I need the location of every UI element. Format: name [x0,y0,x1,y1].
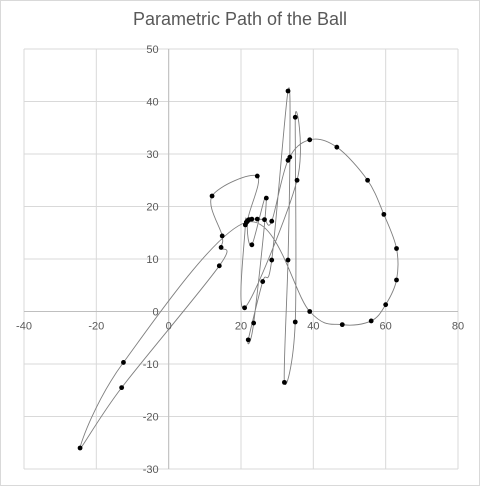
series-path [79,87,399,449]
data-point [368,318,374,324]
y-tick-label: 30 [146,149,158,161]
data-point [285,88,291,94]
data-point [262,217,267,223]
y-tick-label: 20 [146,202,158,214]
data-point [119,385,125,391]
chart-title: Parametric Path of the Ball [132,9,348,29]
x-tick-label: 60 [380,321,392,333]
data-point [307,137,313,143]
data-point [244,219,249,225]
data-point [260,279,266,284]
data-point [292,319,298,325]
x-tick-label: 20 [235,321,247,333]
data-point [249,242,255,248]
data-point [339,322,345,328]
data-point [209,193,215,199]
data-point [263,195,269,201]
y-tick-label: -20 [143,412,159,424]
y-tick-label: 10 [146,254,158,266]
x-tick-label: -40 [16,321,32,333]
data-point [216,263,222,269]
data-point [285,257,291,263]
data-point [365,177,370,183]
data-point [294,177,300,183]
tick-labels: -40 -20 0 20 40 60 80 -30 -20 -10 0 10 20 30 40 50 [16,44,464,476]
data-point [394,246,399,251]
data-point [287,154,293,160]
data-point [77,445,83,451]
data-point [383,302,389,308]
x-tick-label: -20 [88,321,104,333]
data-point [269,257,275,263]
data-point [334,144,340,150]
data-point [251,320,257,326]
gridlines [23,48,459,470]
x-tick-label: 80 [452,321,464,333]
data-point [254,173,260,179]
data-point [219,233,225,239]
data-point [394,277,399,283]
x-tick-label: 40 [307,321,319,333]
y-tick-label: 0 [153,307,159,319]
data-point [242,305,248,311]
x-tick-label: 0 [166,321,172,333]
y-tick-label: -10 [143,359,159,371]
data-point [245,337,251,343]
data-point [254,216,260,222]
data-point [292,114,298,120]
axes [24,49,458,469]
data-point [121,360,126,365]
series-line [79,87,399,449]
data-point [269,218,275,224]
data-point [218,245,224,250]
data-point [282,379,287,385]
series-points [77,88,399,451]
data-point [307,309,313,314]
y-tick-label: 40 [146,97,158,109]
y-tick-label: -30 [143,464,159,476]
data-point [249,216,255,222]
data-point [381,211,387,217]
y-tick-label: 50 [146,44,158,56]
